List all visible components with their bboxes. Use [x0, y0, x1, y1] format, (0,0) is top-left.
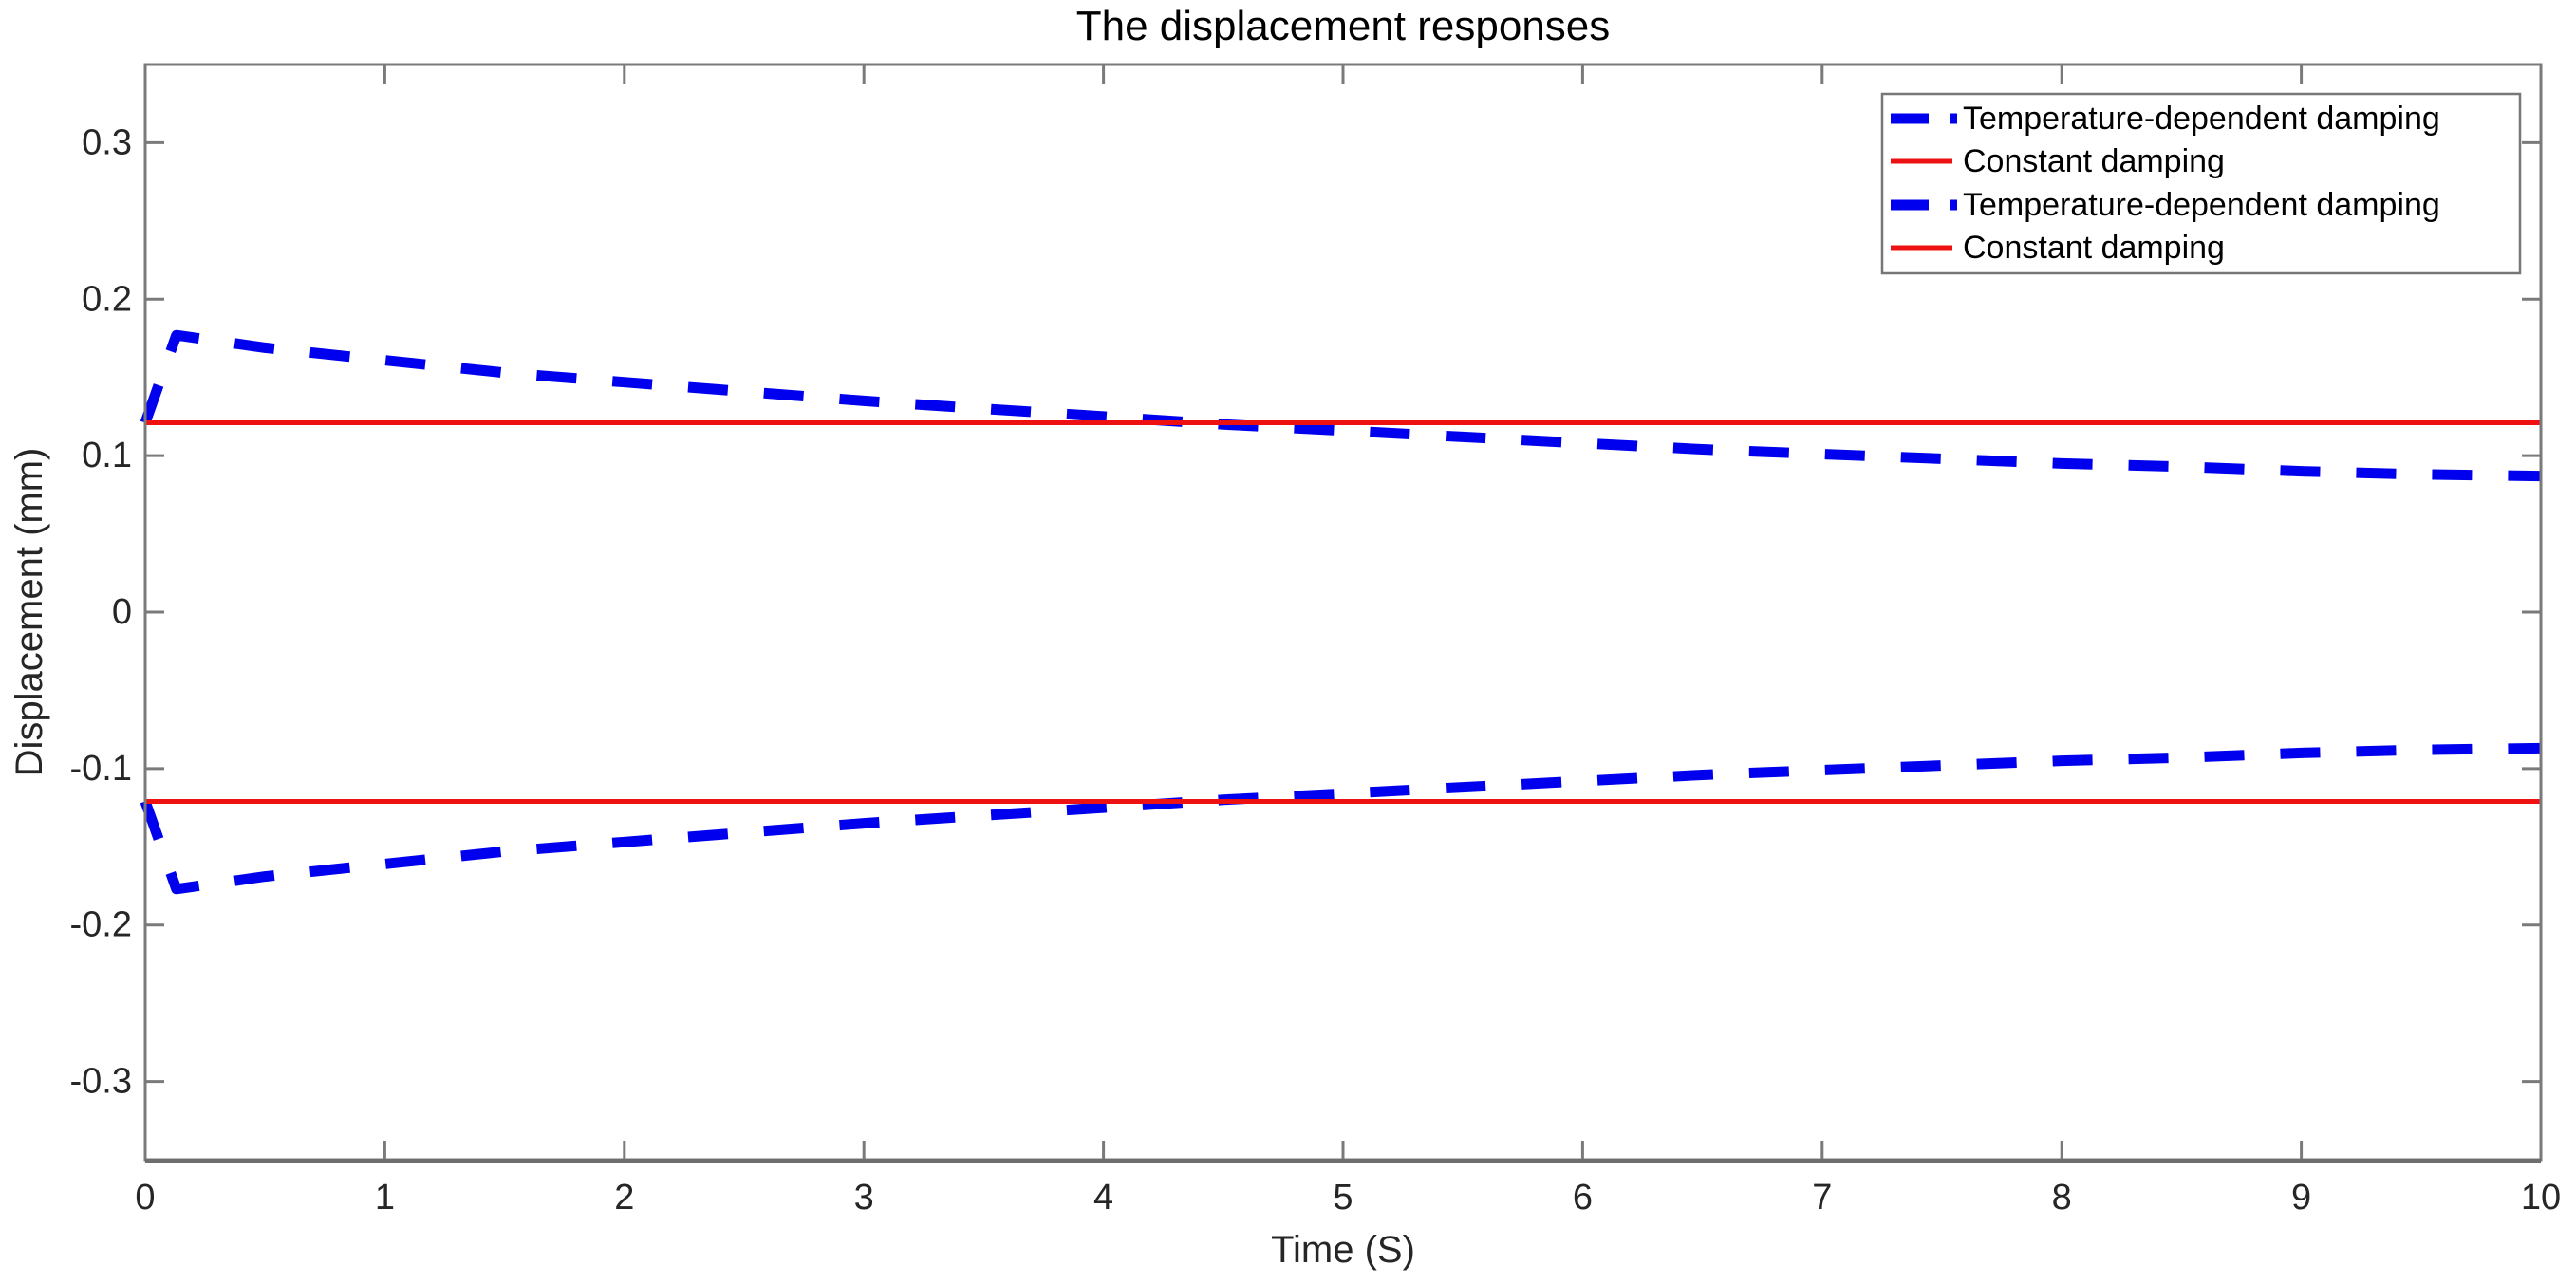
x-tick-label: 10 — [2521, 1178, 2561, 1218]
y-tick-label: -0.3 — [70, 1062, 132, 1102]
legend-entry: Constant damping — [1891, 143, 2225, 179]
x-tick-label: 6 — [1573, 1178, 1593, 1218]
x-tick-label: 2 — [614, 1178, 634, 1218]
y-tick-label: 0.1 — [82, 436, 132, 475]
x-tick-label: 4 — [1093, 1178, 1113, 1218]
chart-title: The displacement responses — [1076, 3, 1611, 49]
legend-entry-label: Temperature-dependent damping — [1963, 187, 2440, 223]
x-tick-label: 3 — [854, 1178, 874, 1218]
y-tick-label: -0.2 — [70, 905, 132, 945]
legend-entry: Temperature-dependent damping — [1891, 187, 2440, 223]
y-tick-label: 0 — [112, 592, 132, 632]
x-tick-label: 7 — [1812, 1178, 1832, 1218]
y-tick-label: 0.3 — [82, 122, 132, 162]
legend-entry-label: Constant damping — [1963, 230, 2225, 266]
x-tick-label: 1 — [375, 1178, 395, 1218]
y-tick-label: -0.1 — [70, 749, 132, 789]
x-tick-label: 5 — [1333, 1178, 1353, 1218]
x-tick-label: 0 — [135, 1178, 155, 1218]
x-tick-label: 8 — [2052, 1178, 2072, 1218]
legend-box — [1880, 92, 2522, 275]
legend: Temperature-dependent damping Constant d… — [1880, 92, 2522, 275]
x-tick-label: 9 — [2291, 1178, 2311, 1218]
y-tick-label: 0.2 — [82, 279, 132, 319]
x-axis-label: Time (S) — [1271, 1229, 1415, 1271]
legend-entry-label: Temperature-dependent damping — [1963, 101, 2440, 137]
legend-entry-label: Constant damping — [1963, 143, 2225, 179]
legend-entry: Constant damping — [1891, 230, 2225, 266]
y-axis-label: Displacement (mm) — [9, 448, 50, 777]
legend-entry: Temperature-dependent damping — [1891, 101, 2440, 137]
